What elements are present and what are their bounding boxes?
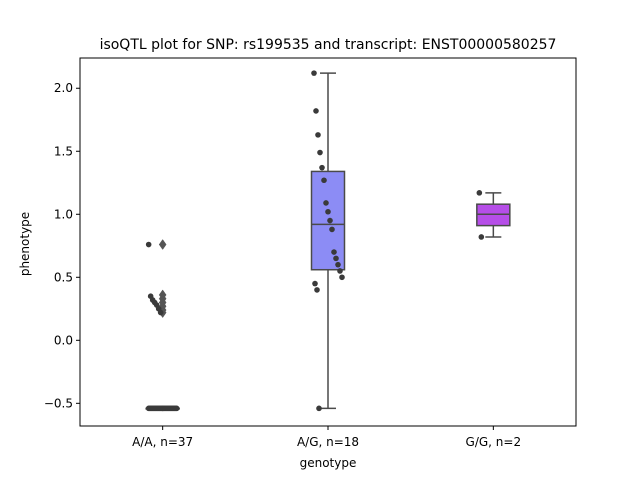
box-1 xyxy=(310,72,346,410)
x-tick-label: A/G, n=18 xyxy=(297,435,359,449)
data-point xyxy=(331,249,337,255)
data-point xyxy=(159,405,166,412)
data-point xyxy=(313,108,319,114)
y-axis-label: phenotype xyxy=(18,212,32,276)
data-point xyxy=(337,268,343,274)
box-2 xyxy=(476,192,511,238)
x-tick-label: G/G, n=2 xyxy=(466,435,522,449)
data-point xyxy=(329,226,335,233)
chart-title: isoQTL plot for SNP: rs199535 and transc… xyxy=(100,37,557,53)
data-point xyxy=(317,149,323,156)
data-point xyxy=(312,280,318,287)
y-tick-label: 0.0 xyxy=(54,333,73,347)
data-point xyxy=(314,287,320,293)
data-point xyxy=(145,241,152,248)
x-tick-label: A/A, n=37 xyxy=(132,435,193,449)
data-point xyxy=(316,405,322,412)
data-point xyxy=(476,190,483,196)
data-point xyxy=(325,208,331,215)
boxes-layer xyxy=(145,72,511,410)
data-point xyxy=(333,255,339,262)
data-point xyxy=(478,234,485,240)
x-axis: A/A, n=37 A/G, n=18 G/G, n=2 xyxy=(132,426,521,449)
data-point xyxy=(319,164,325,171)
data-point xyxy=(321,177,327,184)
y-tick-label: −0.5 xyxy=(44,396,73,410)
data-point xyxy=(157,309,164,316)
y-tick-label: 2.0 xyxy=(54,81,73,95)
data-point xyxy=(311,70,317,76)
data-point xyxy=(339,274,345,281)
data-point xyxy=(327,217,333,224)
data-point xyxy=(315,132,321,138)
y-tick-label: 1.0 xyxy=(54,207,73,221)
y-axis: −0.5 0.0 0.5 1.0 1.5 2.0 xyxy=(44,81,80,410)
data-point xyxy=(335,261,341,268)
outlier-marker xyxy=(158,239,167,250)
y-tick-label: 0.5 xyxy=(54,270,73,284)
box-0 xyxy=(145,239,180,410)
data-point xyxy=(323,200,329,206)
y-tick-label: 1.5 xyxy=(54,144,73,158)
points-layer xyxy=(145,70,485,412)
data-point xyxy=(172,405,179,412)
x-axis-label: genotype xyxy=(300,456,357,470)
